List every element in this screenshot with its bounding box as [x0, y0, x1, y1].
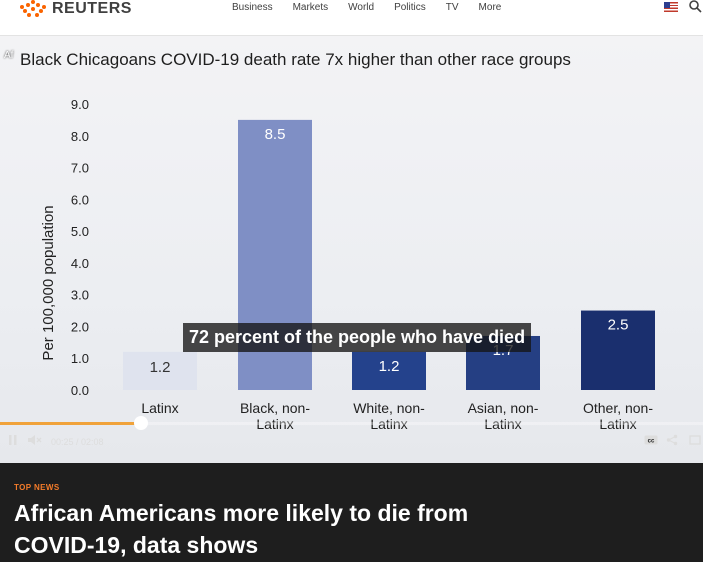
video-time: 00:25 / 02:08	[51, 437, 104, 447]
site-header: REUTERS Business Markets World Politics …	[0, 0, 703, 36]
closed-captions-icon[interactable]: cc	[644, 434, 658, 446]
y-tick-label: 3.0	[71, 288, 89, 303]
bar-value-label: 8.5	[265, 126, 286, 143]
nav-politics[interactable]: Politics	[394, 2, 426, 13]
chart-title: Black Chicagoans COVID-19 death rate 7x …	[20, 50, 571, 69]
fullscreen-icon[interactable]	[689, 434, 701, 446]
y-tick-label: 4.0	[71, 256, 89, 271]
bar-value-label: 1.2	[150, 359, 171, 376]
svg-text:cc: cc	[648, 439, 655, 445]
mute-icon[interactable]	[27, 434, 43, 446]
share-icon[interactable]	[666, 434, 678, 446]
video-caption: 72 percent of the people who have died	[183, 323, 532, 352]
main-nav: Business Markets World Politics TV More	[232, 2, 521, 13]
pause-icon[interactable]	[8, 434, 18, 446]
bar-value-label: 2.5	[608, 317, 629, 334]
x-category-label: Other, non-	[583, 400, 653, 416]
bar-value-label: 1.2	[379, 358, 400, 375]
y-tick-label: 9.0	[71, 97, 89, 112]
y-tick-label: 7.0	[71, 161, 89, 176]
progress-thumb[interactable]	[133, 416, 148, 430]
search-icon[interactable]	[688, 0, 702, 14]
progress-bar[interactable]	[0, 416, 703, 430]
progress-fill	[0, 422, 141, 425]
y-tick-label: 6.0	[71, 192, 89, 207]
y-tick-label: 8.0	[71, 129, 89, 144]
nav-markets[interactable]: Markets	[292, 2, 329, 13]
article-kicker[interactable]: TOP NEWS	[14, 483, 60, 492]
bar	[123, 351, 197, 390]
y-tick-label: 5.0	[71, 224, 89, 239]
logo-text: REUTERS	[52, 0, 132, 17]
y-tick-label: 2.0	[71, 319, 89, 334]
reuters-logo[interactable]: REUTERS	[18, 0, 132, 18]
x-category-label: Latinx	[484, 416, 521, 432]
x-category-label: Latinx	[141, 400, 178, 416]
nav-tv[interactable]: TV	[445, 2, 459, 13]
us-flag-icon[interactable]	[664, 2, 678, 12]
x-category-label: Latinx	[370, 416, 407, 432]
x-category-label: White, non-	[353, 400, 425, 416]
reuters-logo-icon	[18, 0, 48, 18]
nav-world[interactable]: World	[348, 2, 375, 13]
video-frame: 0.0 1.0 2.0 3.0 4.0 5.0 6.0 7.0 8.0 9.0 Per 100,00…	[0, 36, 703, 463]
nav-more[interactable]: More	[478, 2, 502, 13]
y-tick-label: 0.0	[71, 383, 89, 398]
bar	[581, 310, 655, 390]
x-category-label: Black, non-	[240, 400, 310, 416]
x-category-label: Latinx	[256, 416, 293, 432]
x-category-label: Asian, non-	[468, 400, 539, 416]
bar-chart: 0.0 1.0 2.0 3.0 4.0 5.0 6.0 7.0 8.0 9.0 Per 100,00…	[40, 97, 655, 432]
article-section: TOP NEWS African Americans more likely t…	[0, 463, 703, 562]
article-headline[interactable]: African Americans more likely to die fro…	[14, 500, 469, 558]
video-player[interactable]: 0.0 1.0 2.0 3.0 4.0 5.0 6.0 7.0 8.0 9.0 Per 100,00…	[0, 36, 703, 463]
player-controls: 00:25 / 02:08 cc	[0, 432, 703, 454]
bar	[352, 351, 426, 390]
nav-business[interactable]: Business	[232, 2, 273, 13]
video-title-overlay: Af	[4, 50, 14, 61]
x-category-label: Latinx	[599, 416, 636, 432]
y-axis-label: Per 100,000 population	[40, 205, 57, 360]
y-tick-label: 1.0	[71, 351, 89, 366]
